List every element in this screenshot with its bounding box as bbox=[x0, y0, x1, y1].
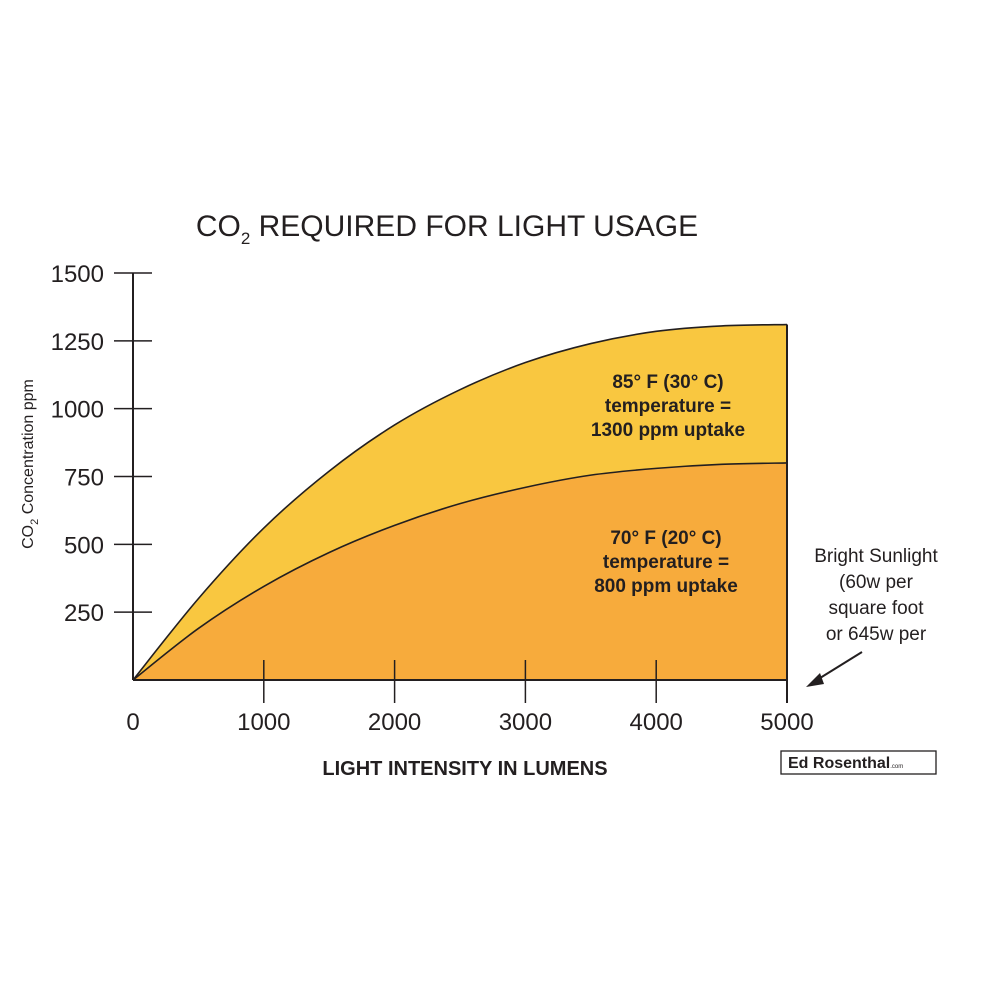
y-tick-label: 1000 bbox=[51, 397, 104, 424]
x-tick-label: 3000 bbox=[499, 709, 552, 736]
side-note-line: Bright Sunlight bbox=[814, 546, 938, 567]
y-tick-label: 250 bbox=[64, 600, 104, 627]
series-annotations: 85° F (30° C) temperature = 1300 ppm uptak… bbox=[591, 372, 745, 597]
x-tick-label: 5000 bbox=[760, 709, 813, 736]
y-tick-label: 1500 bbox=[51, 261, 104, 288]
series-2-annotation-line: 70° F (20° C) bbox=[610, 528, 721, 549]
side-note-line: or 645w per bbox=[826, 624, 927, 645]
series-1-annotation-line: 1300 ppm uptake bbox=[591, 420, 745, 441]
series-1-line bbox=[132, 323, 788, 681]
x-axis-label: LIGHT INTENSITY IN LUMENS bbox=[322, 758, 607, 780]
ed-rosenthal-logo: Ed Rosenthal.com bbox=[780, 750, 937, 775]
x-tick-label: 1000 bbox=[237, 709, 290, 736]
axes bbox=[114, 272, 788, 703]
chart-title: CO2 REQUIRED FOR LIGHT USAGE bbox=[196, 210, 698, 248]
series-2-annotation-line: 800 ppm uptake bbox=[594, 576, 738, 597]
series-1-annotation-line: temperature = bbox=[605, 396, 731, 417]
side-note-line: (60w per bbox=[839, 572, 914, 593]
series-2-area bbox=[133, 462, 787, 680]
side-note-arrow bbox=[806, 651, 863, 687]
y-tick-label: 750 bbox=[64, 465, 104, 492]
side-note: Bright Sunlight (60w per square foot or 645… bbox=[814, 546, 938, 645]
plot-areas bbox=[132, 323, 788, 681]
y-tick-label: 500 bbox=[64, 532, 104, 559]
series-1-annotation-line: 85° F (30° C) bbox=[612, 372, 723, 393]
svg-text:Ed Rosenthal.com: Ed Rosenthal.com bbox=[788, 755, 903, 772]
series-2-line bbox=[132, 462, 788, 681]
y-tick-label: 1250 bbox=[51, 329, 104, 356]
y-axis-label: CO2 Concentration ppm bbox=[20, 379, 41, 549]
series-2-annotation-line: temperature = bbox=[603, 552, 729, 573]
tick-labels: 250 500 750 1000 1250 1500 0 1000 2000 3000 4000 50… bbox=[51, 261, 814, 736]
x-tick-label: 4000 bbox=[630, 709, 683, 736]
x-tick-label: 2000 bbox=[368, 709, 421, 736]
x-tick-label: 0 bbox=[126, 709, 139, 736]
side-note-line: square foot bbox=[828, 598, 924, 619]
